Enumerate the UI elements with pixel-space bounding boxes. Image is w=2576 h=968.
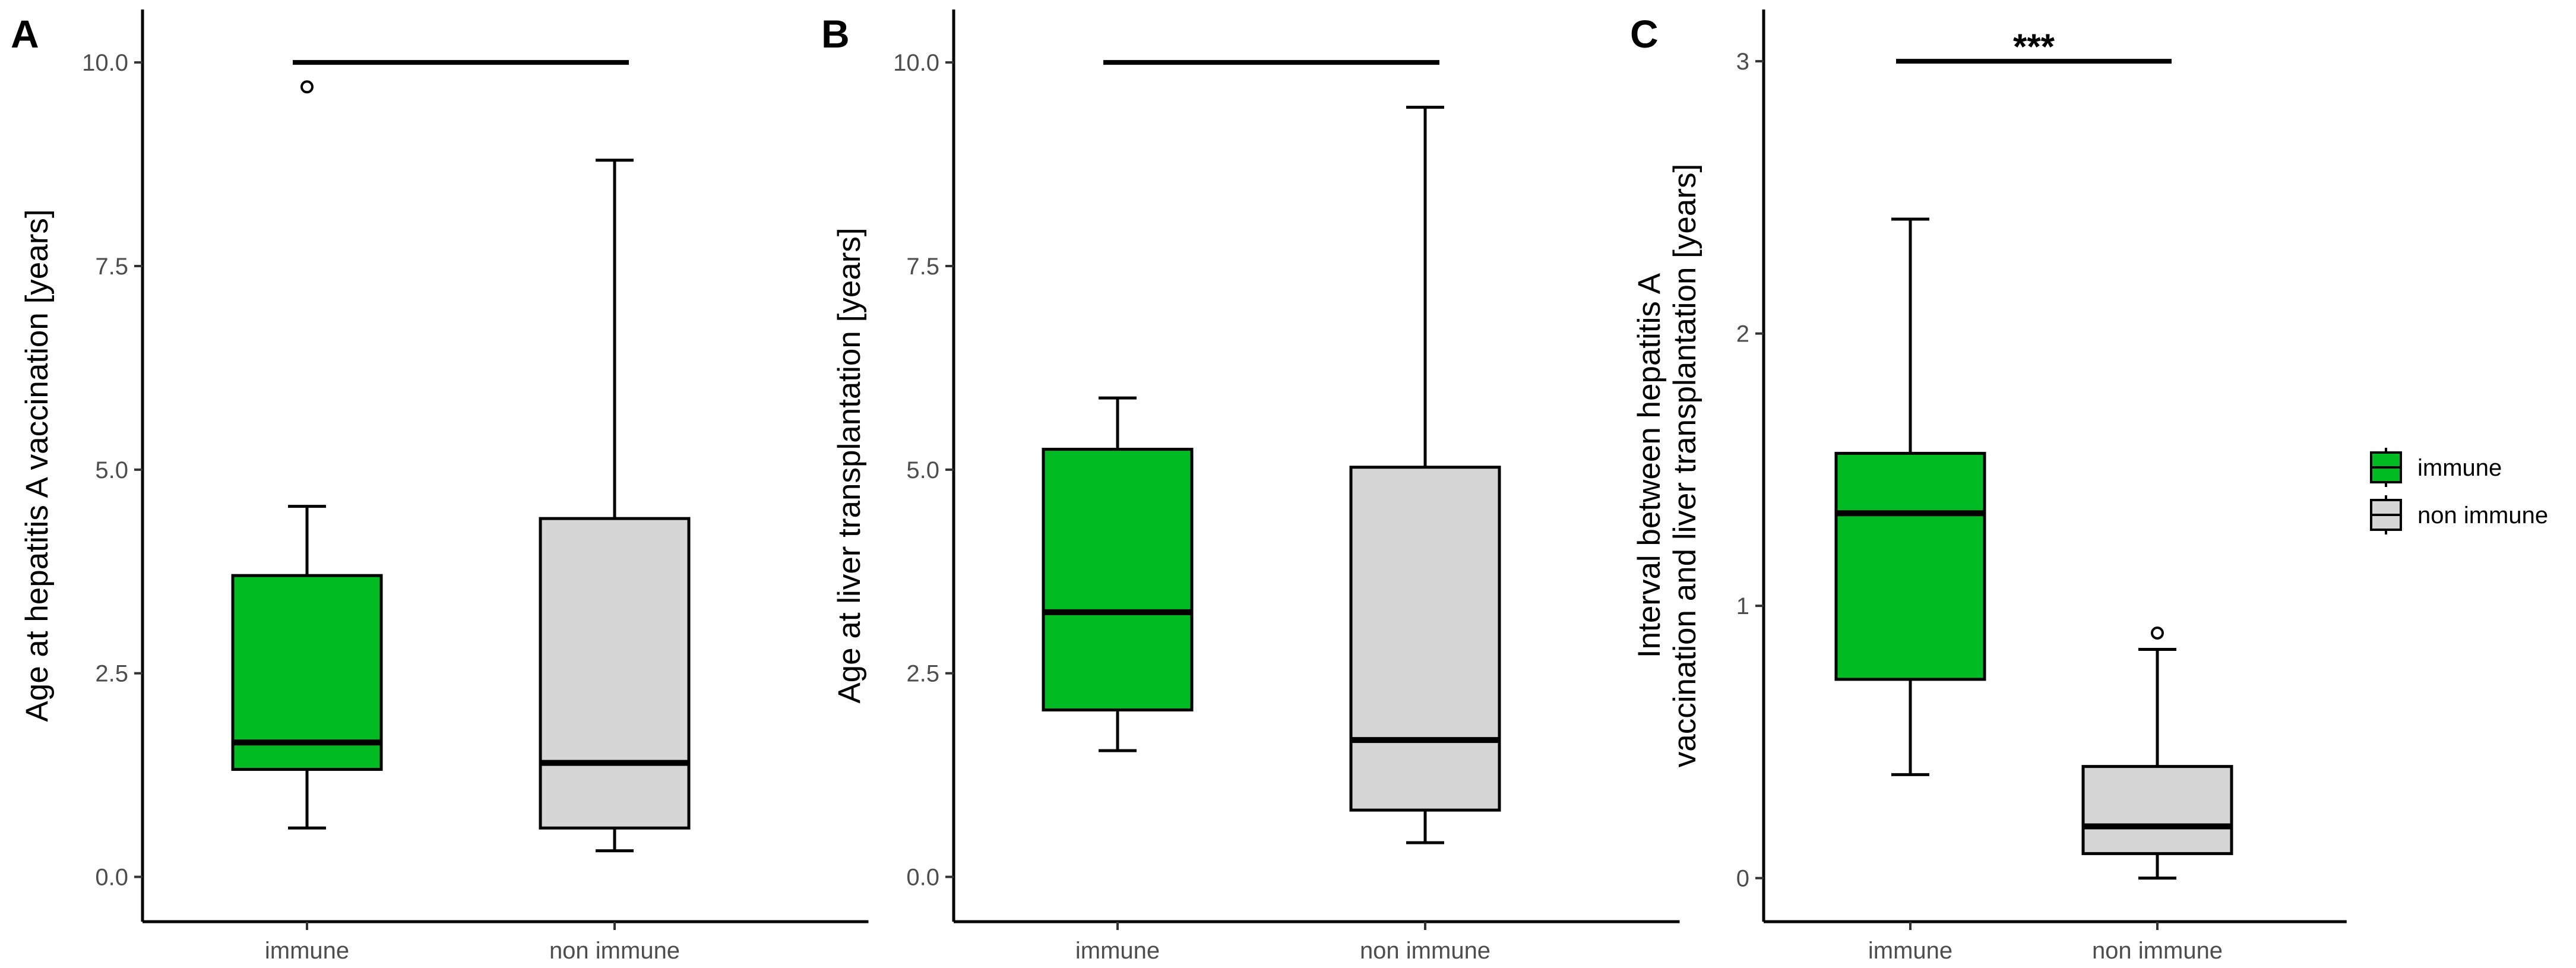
legend-item-non-immune: non immune xyxy=(2370,495,2548,534)
y-tick-label: 2.5 xyxy=(95,661,128,687)
box-iqr xyxy=(1042,448,1194,711)
y-tick-label: 2.5 xyxy=(906,661,939,687)
box-iqr xyxy=(1834,451,1986,681)
y-tick-label: 0.0 xyxy=(95,865,128,891)
y-tick-label: 0.0 xyxy=(906,865,939,891)
y-tick-label: 3 xyxy=(1736,49,1749,75)
box-iqr xyxy=(539,517,691,830)
y-tick-label: 7.5 xyxy=(906,254,939,280)
y-axis-title: Age at liver transplantation [years] xyxy=(832,227,867,703)
y-tick-label: 5.0 xyxy=(906,457,939,483)
box-iqr xyxy=(231,574,383,771)
panel-letter: B xyxy=(821,12,850,56)
x-tick-label: non immune xyxy=(2092,938,2223,964)
panel-b: B 0.0 2.5 5.0 7.5 10.0 immune non immune Age at … xyxy=(821,10,1680,964)
outlier-point xyxy=(300,80,314,94)
x-tick-label: immune xyxy=(1868,938,1952,964)
panel-c: C 0 1 2 3 immune non immune Interval between he… xyxy=(1630,10,2347,964)
x-tick-label: immune xyxy=(265,938,349,964)
y-tick-label: 7.5 xyxy=(95,254,128,280)
panel-letter: C xyxy=(1630,12,1659,56)
legend-label: non immune xyxy=(2417,502,2548,529)
y-axis-title: Age at hepatitis A vaccination [years] xyxy=(20,209,55,722)
significance-label: *** xyxy=(2013,27,2055,67)
box-iqr xyxy=(2081,765,2233,855)
box-immune xyxy=(1834,217,1986,776)
legend-label: immune xyxy=(2417,455,2502,481)
box-immune xyxy=(231,80,383,830)
panel-a: A 0.0 2.5 5.0 7.5 10.0 immune non immune Age at … xyxy=(11,10,869,964)
y-tick-label: 10.0 xyxy=(893,50,939,76)
y-axis-title: vaccination and liver transplantation [y… xyxy=(1667,164,1702,767)
box-non-immune xyxy=(1349,106,1501,844)
box-immune xyxy=(1042,396,1194,752)
legend: immune non immune xyxy=(2370,448,2548,534)
x-tick-label: immune xyxy=(1075,938,1160,964)
legend-item-immune: immune xyxy=(2370,448,2502,487)
y-tick-label: 5.0 xyxy=(95,457,128,483)
x-tick-label: non immune xyxy=(549,938,680,964)
box-iqr xyxy=(1349,466,1501,812)
y-tick-label: 10.0 xyxy=(82,50,128,76)
box-non-immune xyxy=(539,159,691,853)
box-non-immune xyxy=(2081,626,2233,880)
y-tick-label: 2 xyxy=(1736,321,1749,347)
y-tick-label: 1 xyxy=(1736,593,1749,619)
outlier-point xyxy=(2151,626,2164,640)
y-axis-title: Interval between hepatitis A xyxy=(1632,273,1667,658)
x-tick-label: non immune xyxy=(1360,938,1490,964)
y-tick-label: 0 xyxy=(1736,866,1749,892)
panel-letter: A xyxy=(11,12,39,56)
